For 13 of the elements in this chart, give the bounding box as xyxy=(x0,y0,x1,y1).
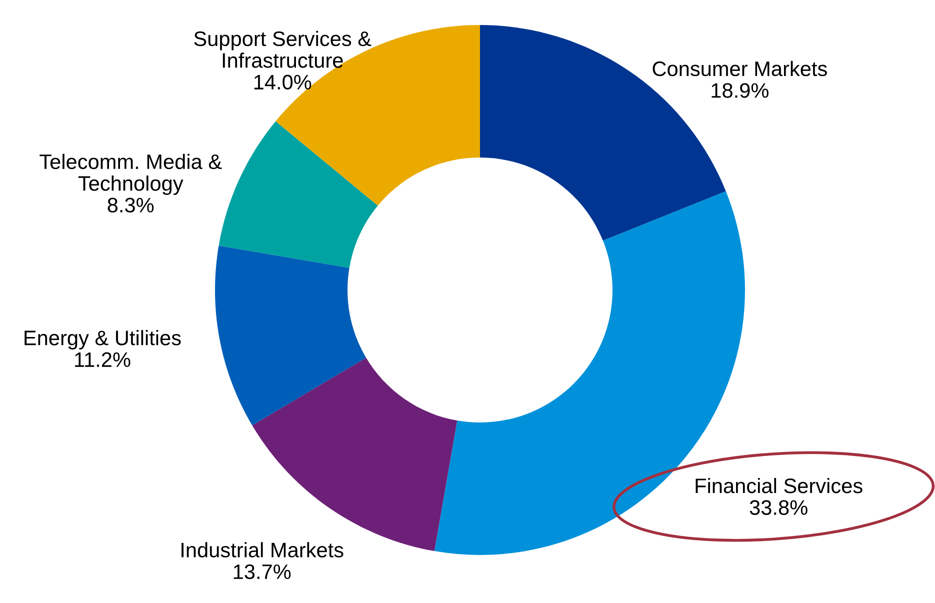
slice-label: Energy & Utilities xyxy=(24,330,181,350)
slice-label: Industrial Markets xyxy=(182,542,344,558)
donut-slice xyxy=(215,246,366,426)
data-label: 14.0% xyxy=(254,74,312,90)
slice-label: Telecomm. Media & Technology xyxy=(40,154,222,195)
data-label: 11.2% xyxy=(75,352,130,367)
data-label: 8.3% xyxy=(108,198,154,212)
slice-label: Financial Services xyxy=(696,478,862,494)
slice-label: Support Services & Infrastructure xyxy=(194,30,372,68)
data-label: 33.8% xyxy=(750,500,808,515)
data-label: 13.7% xyxy=(234,564,291,580)
data-label: 18.9% xyxy=(712,83,768,98)
slice-label: Consumer Markets xyxy=(652,60,827,76)
